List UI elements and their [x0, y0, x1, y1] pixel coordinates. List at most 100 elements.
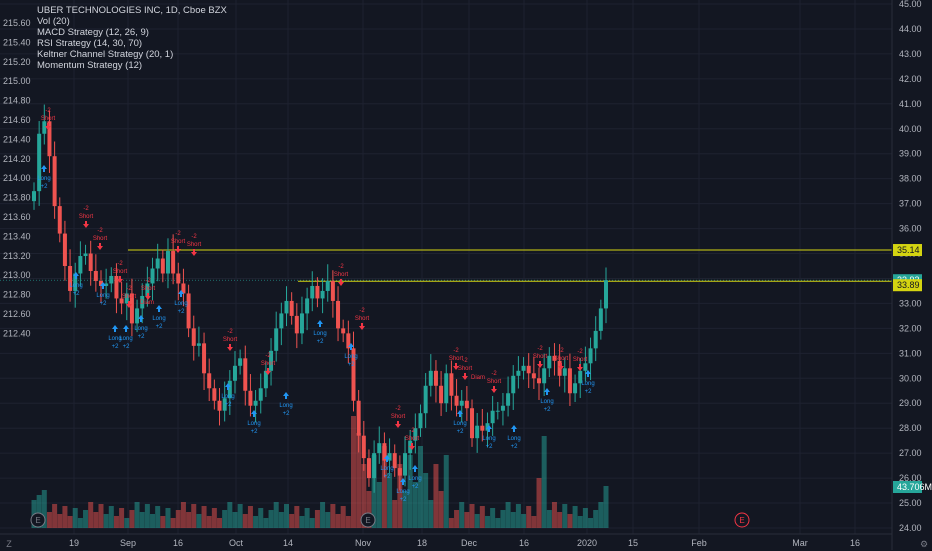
volume-bar — [36, 495, 42, 528]
arrow-down-icon — [409, 443, 415, 450]
volume-bar — [247, 506, 253, 528]
candle-body — [47, 121, 52, 157]
candle-body — [366, 458, 371, 479]
candle-body — [196, 343, 201, 346]
volume-bar — [387, 473, 393, 528]
candle-body — [202, 343, 207, 374]
time-axis: 19 Sep 16 Oct 14 Nov 18 Dec 16 2020 15 Feb Mar 16 — [69, 538, 860, 548]
left-axis-label: 213.60 — [3, 212, 31, 222]
price-tag-bg — [893, 244, 922, 257]
long-signal: Long +2 — [69, 272, 83, 297]
short-signal: -2 Short — [171, 231, 186, 253]
legend-keltner[interactable]: Keltner Channel Strategy (20, 1) — [37, 49, 174, 60]
arrow-up-icon — [348, 343, 354, 350]
volume-bar — [340, 506, 346, 528]
candle-body — [37, 133, 42, 192]
candle-body — [305, 298, 310, 314]
plus-label: +2 — [178, 309, 186, 315]
volume-bar — [160, 516, 166, 528]
short-signal: -2 Short — [122, 286, 137, 308]
legend-momentum[interactable]: Momentum Strategy (12) — [37, 60, 143, 71]
right-axis-label: 39.00 — [899, 149, 922, 159]
earnings-label: E — [739, 516, 744, 525]
volume-bar — [314, 510, 320, 528]
right-axis-label: 43.00 — [899, 49, 922, 59]
short-label: Short — [533, 354, 548, 360]
zoom-icon[interactable]: Z — [6, 539, 12, 549]
volume-bar — [72, 508, 78, 528]
candle-body — [315, 285, 320, 299]
price-tag: 33.89 — [893, 279, 922, 292]
volume-bar — [258, 508, 264, 528]
long-label: Long — [152, 316, 165, 322]
candle-body — [68, 266, 73, 291]
legend-macd[interactable]: MACD Strategy (12, 26, 9) — [37, 27, 149, 38]
candle-body — [238, 358, 243, 366]
candle-body — [403, 453, 408, 476]
short-signal: -2 Short — [487, 371, 502, 393]
legend-volume[interactable]: Vol (20) — [37, 16, 70, 27]
short-label: Short — [79, 214, 94, 220]
plus-label: +2 — [544, 407, 552, 413]
candle-body — [578, 370, 583, 384]
horizontal-price-lines — [0, 249, 892, 282]
volume-bar — [227, 502, 233, 528]
minus-label: -2 — [462, 358, 468, 364]
volume-bar — [57, 514, 63, 528]
long-signal: Long +2 — [96, 282, 110, 307]
long-label: Long — [96, 293, 109, 299]
gear-icon[interactable]: ⚙ — [919, 539, 929, 549]
left-axis-label: 214.60 — [3, 115, 31, 125]
arrow-up-icon — [544, 388, 550, 395]
arrow-down-icon — [395, 421, 401, 428]
candle-body — [418, 413, 423, 429]
short-signal: -2 Short — [261, 353, 276, 375]
candlestick-series — [32, 104, 608, 493]
candle-body — [511, 375, 516, 394]
candle-body — [32, 191, 36, 202]
volume-bar — [505, 502, 511, 528]
plus-label: +2 — [138, 334, 146, 340]
volume-bar — [165, 508, 171, 528]
long-signal: Long +2 — [134, 315, 148, 340]
volume-bar — [335, 514, 341, 528]
volume-bar — [572, 506, 578, 528]
right-axis-label: 38.00 — [899, 174, 922, 184]
left-axis-label: 215.00 — [3, 76, 31, 86]
candle-body — [428, 370, 433, 386]
candle-body — [98, 280, 103, 286]
earnings-event[interactable]: E — [360, 512, 376, 528]
time-axis-label: Feb — [691, 538, 707, 548]
short-label: Short — [171, 239, 186, 245]
volume-bar — [330, 504, 336, 528]
long-label: Long — [396, 489, 409, 495]
volume-bar — [546, 510, 552, 528]
arrow-down-icon — [83, 221, 89, 228]
earnings-event[interactable]: E — [734, 512, 750, 528]
candle-body — [526, 365, 531, 374]
volume-bar — [284, 504, 290, 528]
candle-body — [562, 368, 567, 376]
volume-bar — [62, 506, 68, 528]
volume-bar — [134, 502, 140, 528]
legend-rsi[interactable]: RSI Strategy (14, 30, 70) — [37, 38, 143, 49]
short-signal: -2 Short — [187, 234, 202, 256]
arrow-down-icon — [491, 386, 497, 393]
long-signal: Long +2 — [221, 383, 235, 408]
plus-label: +2 — [585, 389, 593, 395]
right-axis-label: 25.00 — [899, 498, 922, 508]
volume-bar — [521, 514, 527, 528]
left-axis-label: 213.20 — [3, 251, 31, 261]
arrow-up-icon — [178, 290, 184, 297]
left-axis-label: 214.80 — [3, 96, 31, 106]
earnings-event[interactable]: E — [30, 512, 46, 528]
long-label: Long — [247, 421, 260, 427]
short-label: Short — [487, 379, 502, 385]
time-axis-label: Sep — [120, 538, 136, 548]
candle-body — [73, 273, 78, 291]
volume-bar — [268, 510, 274, 528]
price-tag-bg — [893, 279, 922, 292]
candle-body — [470, 408, 475, 439]
arrow-up-icon — [412, 465, 418, 472]
